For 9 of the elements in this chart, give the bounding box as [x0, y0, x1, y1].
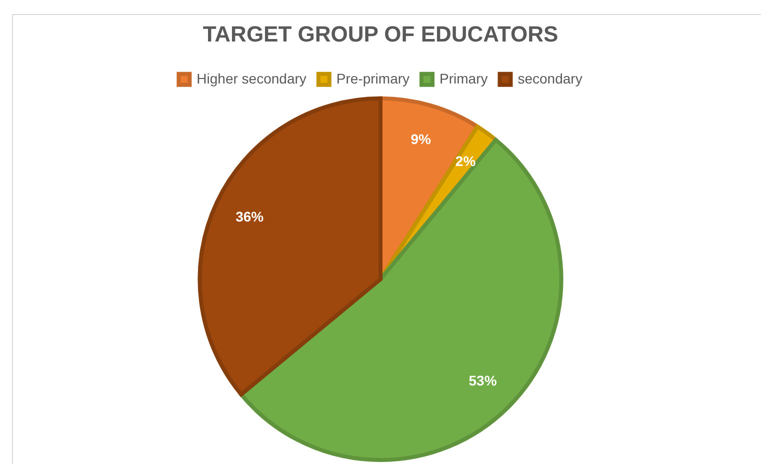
data-label: 2%	[455, 153, 476, 170]
legend-label: Higher secondary	[196, 70, 306, 86]
chart-title: TARGET GROUP OF EDUCATORS	[202, 21, 558, 46]
data-label: 9%	[410, 131, 432, 148]
data-label: 36%	[236, 208, 264, 224]
legend-label: secondary	[518, 70, 582, 86]
legend-label: Primary	[440, 70, 488, 86]
data-label: 53%	[468, 372, 498, 388]
legend-label: Pre-primary	[336, 70, 410, 86]
